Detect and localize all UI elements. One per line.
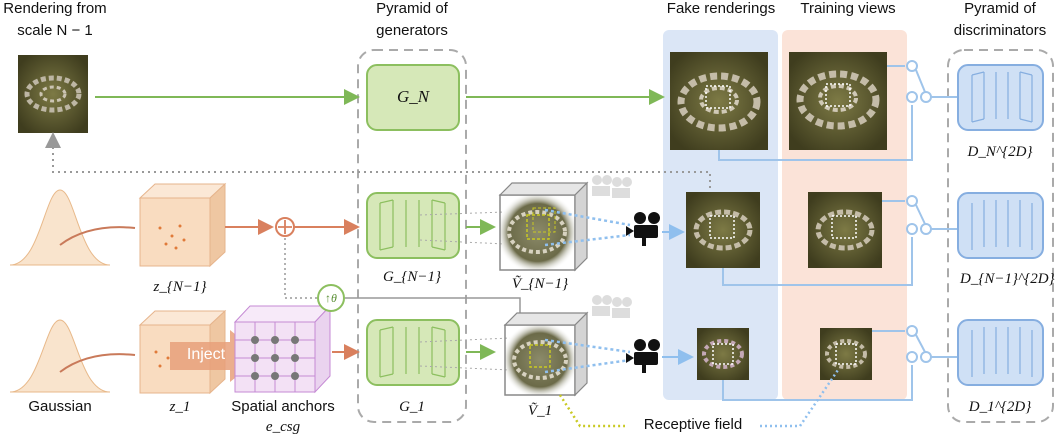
training-view-bot [820,328,872,380]
latent-z1-label: z_1 [169,399,191,415]
generator-gn-label: G_N [396,87,430,106]
pyramid-generators-header-l1: Pyramid of [376,0,448,17]
upsample-label: ↑θ [325,291,337,305]
inject-label: Inject [186,346,226,363]
rendering-from-header-l2: scale N − 1 [17,22,93,39]
volume-vn-minus-1-label: Ṽ_{N−1} [511,276,569,292]
training-views-header: Training views [800,0,896,17]
receptive-field-line-right [760,369,840,428]
upsample-right-line [345,297,521,320]
pyramid-discriminators-header-l2: discriminators [953,22,1047,39]
discriminator-d1-label: D_1^{2D} [968,399,1032,415]
generators-container [357,49,467,423]
spatial-anchors-label: Spatial anchors [231,398,335,415]
pyramid-generators-header-l2: generators [376,22,448,39]
rendering-from-header-l1: Rendering from [3,0,107,17]
generator-gn-box [366,64,460,131]
fake-rendering-bot [697,328,749,380]
fake-renderings-header: Fake renderings [666,0,776,17]
switch-mid [722,195,958,286]
camera-rays-bot [544,338,631,374]
receptive-field-line-left [558,394,625,428]
discriminator-d1 [957,319,1044,386]
gaussian-curve-mid [9,189,136,266]
discriminator-dn-label: D_N^{2D} [967,144,1033,160]
camera-icon-bot [626,339,660,373]
volume-v1 [503,311,589,397]
discriminator-dn-minus-1 [957,192,1044,259]
camera-icon-mid [626,212,660,246]
upsample-operator [317,284,345,312]
gaussian-curve-bottom [9,319,136,393]
fake-rendering-mid [686,192,760,268]
discriminators-container [947,49,1054,423]
gaussian-label: Gaussian [28,398,92,415]
add-cross [278,220,292,234]
generator-g1 [366,319,460,386]
feedback-dotted-line [45,132,711,188]
generator-gn-minus-1-label: G_{N−1} [383,269,441,285]
dotted-g-to-v-bot [419,337,511,371]
fake-rendering-top [670,52,768,150]
spatial-anchors-grid [233,304,332,394]
ghost-camera-icon [592,175,632,318]
latent-zn-minus-1-label: z_{N−1} [153,279,207,295]
volume-v-n-minus-1 [498,181,589,272]
upsample-line [284,238,318,299]
training-view-mid [808,192,882,268]
e-csg-label: e_csg [265,419,301,435]
discriminator-dn-minus-1-label: D_{N−1}^{2D} [960,271,1055,287]
volume-v1-label: Ṽ_1 [527,403,553,419]
generator-g1-label: G_1 [399,399,425,415]
switch-top [718,60,958,161]
discriminator-dn [957,64,1044,131]
training-view-top [789,52,887,150]
generator-gn-minus-1 [366,192,460,259]
receptive-field-label: Receptive field [643,416,743,433]
latent-cube-zn-minus-1 [138,182,227,268]
pyramid-discriminators-header-l1: Pyramid of [964,0,1036,17]
rendering-scale-image [18,55,88,133]
camera-rays-mid [544,208,631,247]
dotted-g-to-v-mid [419,211,506,245]
